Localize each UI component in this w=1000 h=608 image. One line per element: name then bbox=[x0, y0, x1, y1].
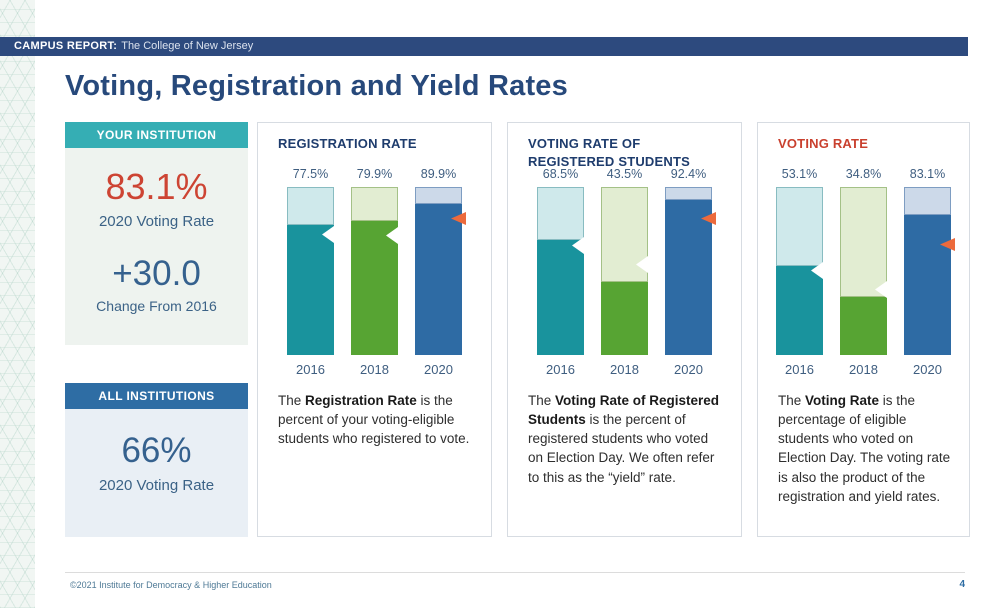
banner-label: CAMPUS REPORT: bbox=[14, 40, 118, 52]
your-institution-body: 83.1% 2020 Voting Rate +30.0 Change From… bbox=[65, 148, 248, 345]
all-voting-rate-label: 2020 Voting Rate bbox=[98, 476, 215, 494]
year-label: 2020 bbox=[674, 362, 703, 377]
page-number: 4 bbox=[959, 579, 965, 590]
bar-value-label: 43.5% bbox=[606, 167, 643, 181]
year-label: 2016 bbox=[785, 362, 814, 377]
all-institutions-card: ALL INSTITUTIONS 66% 2020 Voting Rate bbox=[65, 383, 248, 537]
year-label: 2018 bbox=[610, 362, 639, 377]
yield-rate-panel: VOTING RATE OF REGISTERED STUDENTS 68.5% 2… bbox=[507, 122, 742, 537]
stacked-bar bbox=[287, 187, 334, 355]
yield-rate-chart: 68.5% 2016 43.5% 2018 92.4% 2020 bbox=[508, 167, 741, 377]
bar-remainder-segment bbox=[415, 187, 462, 204]
bar-group-2020: 92.4% 2020 bbox=[665, 167, 716, 377]
registration-rate-panel: REGISTRATION RATE 77.5% 2016 79.9% 2018 89.9… bbox=[257, 122, 492, 537]
year-label: 2020 bbox=[913, 362, 942, 377]
description-bold-text: Registration Rate bbox=[305, 393, 417, 408]
all-institutions-header: ALL INSTITUTIONS bbox=[65, 383, 248, 409]
voting-rate-title: VOTING RATE bbox=[778, 135, 957, 153]
stacked-bar bbox=[601, 187, 648, 355]
bar-remainder-segment bbox=[287, 187, 334, 225]
all-institutions-body: 66% 2020 Voting Rate bbox=[65, 409, 248, 537]
bar-remainder-segment bbox=[904, 187, 951, 216]
change-label: Change From 2016 bbox=[96, 297, 217, 314]
panel-title-line: REGISTERED STUDENTS bbox=[528, 153, 690, 169]
bar-value-label: 34.8% bbox=[845, 167, 882, 181]
yield-rate-title: VOTING RATE OF REGISTERED STUDENTS bbox=[528, 135, 729, 170]
stacked-bar bbox=[904, 187, 955, 355]
stacked-bar bbox=[415, 187, 466, 355]
bar-rate-segment bbox=[904, 215, 951, 355]
registration-rate-description: The Registration Rate is the percent of … bbox=[278, 391, 475, 448]
stacked-bar bbox=[351, 187, 398, 355]
bar-rate-segment bbox=[287, 224, 334, 355]
page-title: Voting, Registration and Yield Rates bbox=[65, 70, 568, 102]
yield-rate-description: The Voting Rate of Registered Students i… bbox=[528, 391, 725, 487]
voting-rate-chart: 53.1% 2016 34.8% 2018 83.1% 2020 bbox=[758, 167, 969, 377]
bar-value-label: 83.1% bbox=[909, 167, 946, 181]
bar-value-label: 53.1% bbox=[781, 167, 818, 181]
panel-title-line: VOTING RATE OF bbox=[528, 136, 641, 151]
bar-rate-segment bbox=[601, 281, 648, 355]
stacked-bar bbox=[840, 187, 887, 355]
year-label: 2018 bbox=[360, 362, 389, 377]
campus-report-banner: CAMPUS REPORT: The College of New Jersey bbox=[0, 37, 968, 56]
panel-title-line: REGISTRATION RATE bbox=[278, 136, 417, 151]
stacked-bar bbox=[776, 187, 823, 355]
bar-value-label: 79.9% bbox=[356, 167, 393, 181]
bar-rate-segment bbox=[665, 199, 712, 355]
footer-divider bbox=[65, 572, 965, 573]
decorative-pattern-strip bbox=[0, 0, 35, 608]
bar-group-2020: 89.9% 2020 bbox=[415, 167, 466, 377]
year-label: 2020 bbox=[424, 362, 453, 377]
stacked-bar bbox=[537, 187, 584, 355]
bar-value-label: 77.5% bbox=[292, 167, 329, 181]
description-text: The bbox=[278, 393, 306, 408]
bar-group-2018: 43.5% 2018 bbox=[601, 167, 648, 377]
description-text: is the percent of registered students wh… bbox=[528, 412, 715, 485]
bar-group-2016: 53.1% 2016 bbox=[776, 167, 823, 377]
panel-title-line: VOTING RATE bbox=[778, 136, 869, 151]
bar-value-label: 89.9% bbox=[420, 167, 457, 181]
year-label: 2018 bbox=[849, 362, 878, 377]
bar-group-2016: 77.5% 2016 bbox=[287, 167, 334, 377]
bar-rate-segment bbox=[840, 296, 887, 355]
bar-group-2016: 68.5% 2016 bbox=[537, 167, 584, 377]
description-bold-text: Voting Rate bbox=[805, 393, 880, 408]
year-label: 2016 bbox=[296, 362, 325, 377]
bar-remainder-segment bbox=[537, 187, 584, 240]
voting-rate-description: The Voting Rate is the percentage of eli… bbox=[778, 391, 953, 506]
bar-rate-segment bbox=[776, 265, 823, 355]
bar-rate-segment bbox=[351, 220, 398, 355]
stacked-bar bbox=[665, 187, 716, 355]
description-text: The bbox=[528, 393, 556, 408]
voting-rate-panel: VOTING RATE 53.1% 2016 34.8% 2018 83.1% 2020 … bbox=[757, 122, 970, 537]
voting-rate-value: 83.1% bbox=[105, 166, 208, 207]
bar-remainder-segment bbox=[665, 187, 712, 200]
description-bold-text: Voting Rate of Registered Students bbox=[528, 393, 720, 428]
registration-rate-chart: 77.5% 2016 79.9% 2018 89.9% 2020 bbox=[258, 167, 491, 377]
bar-rate-segment bbox=[415, 203, 462, 355]
bar-rate-segment bbox=[537, 239, 584, 355]
change-value: +30.0 bbox=[112, 253, 201, 293]
bar-remainder-segment bbox=[840, 187, 887, 297]
description-text: is the percent of your voting-eligible s… bbox=[278, 393, 470, 447]
bar-value-label: 68.5% bbox=[542, 167, 579, 181]
your-institution-header: YOUR INSTITUTION bbox=[65, 122, 248, 148]
description-text: The bbox=[778, 393, 806, 408]
voting-rate-label: 2020 Voting Rate bbox=[98, 212, 215, 230]
registration-rate-title: REGISTRATION RATE bbox=[278, 135, 479, 153]
year-label: 2016 bbox=[546, 362, 575, 377]
bar-group-2018: 34.8% 2018 bbox=[840, 167, 887, 377]
your-institution-card: YOUR INSTITUTION 83.1% 2020 Voting Rate … bbox=[65, 122, 248, 345]
bar-remainder-segment bbox=[351, 187, 398, 221]
description-text: is the percentage of eligible students w… bbox=[778, 393, 951, 504]
all-voting-rate-value: 66% bbox=[121, 431, 192, 470]
banner-institution-name: The College of New Jersey bbox=[121, 40, 254, 52]
bar-group-2018: 79.9% 2018 bbox=[351, 167, 398, 377]
copyright-text: ©2021 Institute for Democracy & Higher E… bbox=[70, 580, 272, 590]
bar-group-2020: 83.1% 2020 bbox=[904, 167, 955, 377]
bar-remainder-segment bbox=[776, 187, 823, 266]
bar-value-label: 92.4% bbox=[670, 167, 707, 181]
